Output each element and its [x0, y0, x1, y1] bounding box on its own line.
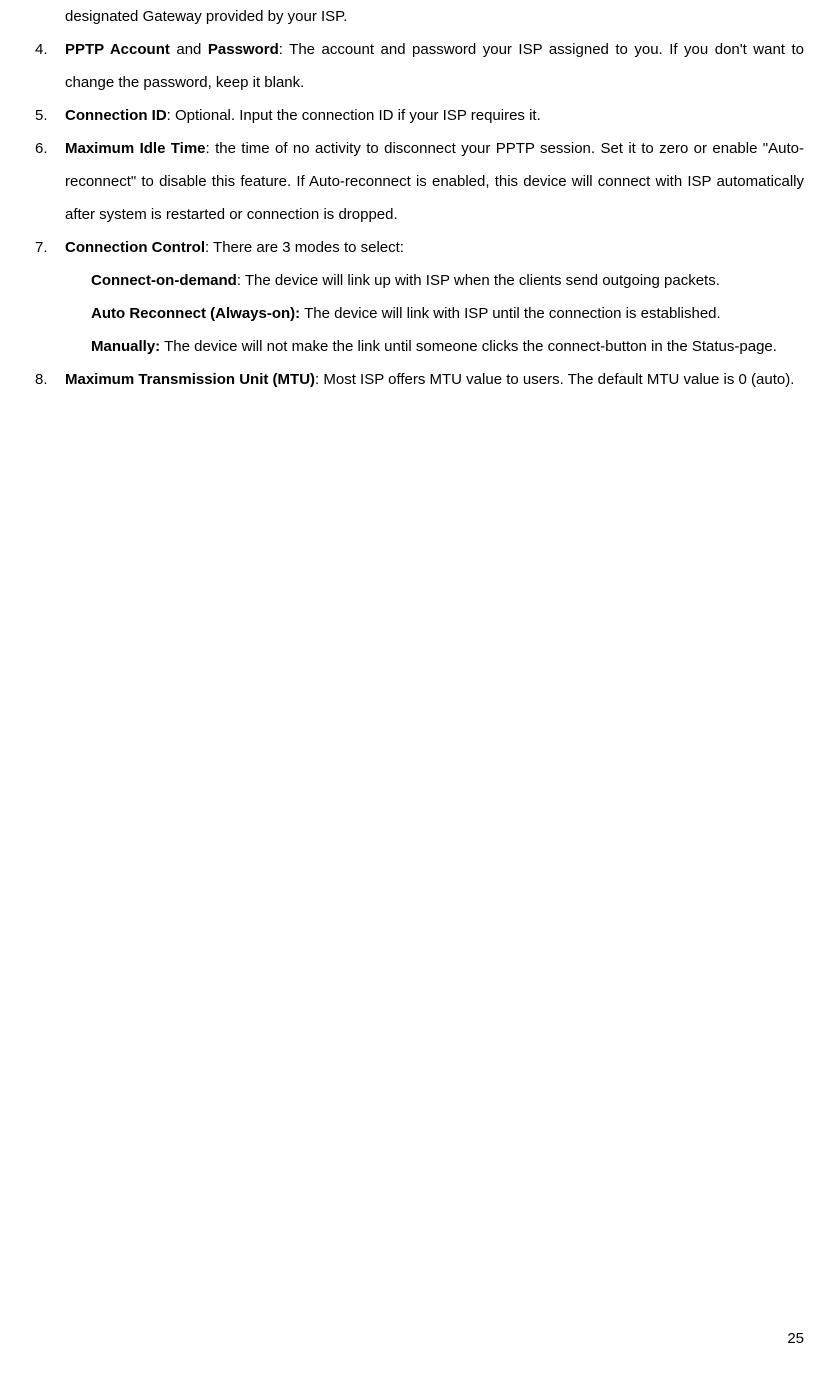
continuation-line: designated Gateway provided by your ISP.: [35, 0, 804, 33]
bold-text: Connection ID: [65, 107, 167, 124]
list-number: 6.: [35, 132, 65, 231]
list-item-4: 4. PPTP Account and Password: The accoun…: [35, 33, 804, 99]
list-number: 5.: [35, 99, 65, 132]
list-text: Connection ID: Optional. Input the conne…: [65, 99, 804, 132]
text: designated Gateway provided by your ISP.: [65, 8, 347, 25]
list-item-6: 6. Maximum Idle Time: the time of no act…: [35, 132, 804, 231]
text: The device will not make the link until …: [160, 338, 777, 355]
text: : There are 3 modes to select:: [205, 239, 404, 256]
list-text: PPTP Account and Password: The account a…: [65, 33, 804, 99]
text: : The device will link up with ISP when …: [237, 272, 720, 289]
text: The device will link with ISP until the …: [300, 305, 721, 322]
list-number: 7.: [35, 231, 65, 264]
list-number: 4.: [35, 33, 65, 99]
text: : Most ISP offers MTU value to users. Th…: [315, 371, 794, 388]
bold-text: PPTP Account: [65, 41, 170, 58]
list-item-5: 5. Connection ID: Optional. Input the co…: [35, 99, 804, 132]
bold-text: Connect-on-demand: [91, 272, 237, 289]
sub-item-3: Manually: The device will not make the l…: [35, 330, 804, 363]
bold-text: Connection Control: [65, 239, 205, 256]
bold-text: Password: [208, 41, 279, 58]
sub-item-1: Connect-on-demand: The device will link …: [35, 264, 804, 297]
list-number: 8.: [35, 363, 65, 396]
text: : Optional. Input the connection ID if y…: [167, 107, 541, 124]
bold-text: Manually:: [91, 338, 160, 355]
list-item-7: 7. Connection Control: There are 3 modes…: [35, 231, 804, 264]
list-text: Connection Control: There are 3 modes to…: [65, 231, 804, 264]
list-item-8: 8. Maximum Transmission Unit (MTU): Most…: [35, 363, 804, 396]
bold-text: Auto Reconnect (Always-on):: [91, 305, 300, 322]
sub-item-2: Auto Reconnect (Always-on): The device w…: [35, 297, 804, 330]
bold-text: Maximum Idle Time: [65, 140, 206, 157]
page-number: 25: [787, 1330, 804, 1347]
text: and: [170, 41, 208, 58]
bold-text: Maximum Transmission Unit (MTU): [65, 371, 315, 388]
list-text: Maximum Transmission Unit (MTU): Most IS…: [65, 363, 804, 396]
document-content: designated Gateway provided by your ISP.…: [35, 0, 804, 396]
list-text: Maximum Idle Time: the time of no activi…: [65, 132, 804, 231]
